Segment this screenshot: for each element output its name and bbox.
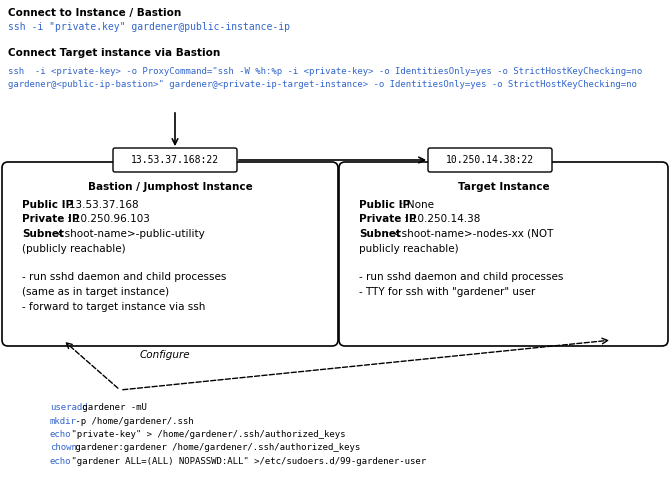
Text: "private-key" > /home/gardener/.ssh/authorized_keys: "private-key" > /home/gardener/.ssh/auth…	[66, 430, 345, 439]
Text: Subnet: Subnet	[22, 229, 64, 239]
Text: Target Instance: Target Instance	[458, 182, 549, 192]
Text: ssh  -i <private-key> -o ProxyCommand="ssh -W %h:%p -i <private-key> -o Identiti: ssh -i <private-key> -o ProxyCommand="ss…	[8, 67, 642, 76]
Text: chown: chown	[50, 443, 77, 453]
Text: Configure: Configure	[140, 350, 191, 360]
Text: ssh -i "private.key" gardener@public-instance-ip: ssh -i "private.key" gardener@public-ins…	[8, 22, 290, 32]
Text: 13.53.37.168:22: 13.53.37.168:22	[131, 155, 219, 165]
Text: - run sshd daemon and child processes: - run sshd daemon and child processes	[22, 272, 226, 282]
Text: - TTY for ssh with "gardener" user: - TTY for ssh with "gardener" user	[359, 287, 536, 297]
Text: echo: echo	[50, 457, 71, 466]
Text: : None: : None	[399, 200, 433, 210]
Text: mkdir: mkdir	[50, 416, 77, 426]
FancyBboxPatch shape	[339, 162, 668, 346]
Text: (same as in target instance): (same as in target instance)	[22, 287, 169, 297]
Text: Bastion / Jumphost Instance: Bastion / Jumphost Instance	[87, 182, 253, 192]
Text: "gardener ALL=(ALL) NOPASSWD:ALL" >/etc/sudoers.d/99-gardener-user: "gardener ALL=(ALL) NOPASSWD:ALL" >/etc/…	[66, 457, 426, 466]
Text: : 10.250.96.103: : 10.250.96.103	[67, 214, 150, 225]
Text: Private IP: Private IP	[359, 214, 417, 225]
FancyBboxPatch shape	[428, 148, 552, 172]
Text: echo: echo	[50, 430, 71, 439]
Text: 10.250.14.38:22: 10.250.14.38:22	[446, 155, 534, 165]
Text: useradd: useradd	[50, 403, 87, 412]
Text: gardener -mU: gardener -mU	[77, 403, 147, 412]
Text: Connect Target instance via Bastion: Connect Target instance via Bastion	[8, 48, 220, 58]
Text: Connect to Instance / Bastion: Connect to Instance / Bastion	[8, 8, 181, 18]
Text: Subnet: Subnet	[359, 229, 401, 239]
Text: -p /home/gardener/.ssh: -p /home/gardener/.ssh	[69, 416, 193, 426]
FancyBboxPatch shape	[2, 162, 338, 346]
Text: : 13.53.37.168: : 13.53.37.168	[62, 200, 139, 210]
Text: : 10.250.14.38: : 10.250.14.38	[404, 214, 480, 225]
Text: (publicly reachable): (publicly reachable)	[22, 243, 126, 254]
Text: Private IP: Private IP	[22, 214, 79, 225]
FancyBboxPatch shape	[113, 148, 237, 172]
Text: gardener@<public-ip-bastion>" gardener@<private-ip-target-instance> -o Identitie: gardener@<public-ip-bastion>" gardener@<…	[8, 80, 637, 89]
Text: : <shoot-name>-public-utility: : <shoot-name>-public-utility	[49, 229, 205, 239]
Text: - run sshd daemon and child processes: - run sshd daemon and child processes	[359, 272, 563, 282]
Text: Public IP: Public IP	[359, 200, 410, 210]
Text: Public IP: Public IP	[22, 200, 73, 210]
Text: gardener:gardener /home/gardener/.ssh/authorized_keys: gardener:gardener /home/gardener/.ssh/au…	[69, 443, 360, 453]
Text: : <shoot-name>-nodes-xx (NOT: : <shoot-name>-nodes-xx (NOT	[386, 229, 553, 239]
Text: - forward to target instance via ssh: - forward to target instance via ssh	[22, 302, 206, 311]
Text: publicly reachable): publicly reachable)	[359, 243, 458, 254]
